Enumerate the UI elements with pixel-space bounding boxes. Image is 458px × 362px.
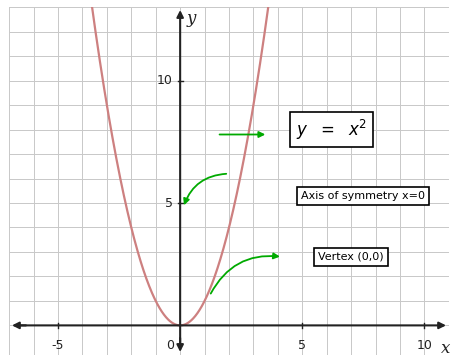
Text: y: y [186,10,196,27]
Text: 0: 0 [166,339,174,352]
Text: 10: 10 [416,339,432,352]
Text: 5: 5 [165,197,173,210]
Text: 10: 10 [157,74,173,87]
Text: -5: -5 [52,339,64,352]
Text: $y\ \ =\ \ x^{2}$: $y\ \ =\ \ x^{2}$ [296,118,367,142]
Text: 5: 5 [298,339,306,352]
Text: Vertex (0,0): Vertex (0,0) [318,252,384,262]
Text: Axis of symmetry x=0: Axis of symmetry x=0 [301,191,425,201]
Text: x: x [441,340,450,357]
